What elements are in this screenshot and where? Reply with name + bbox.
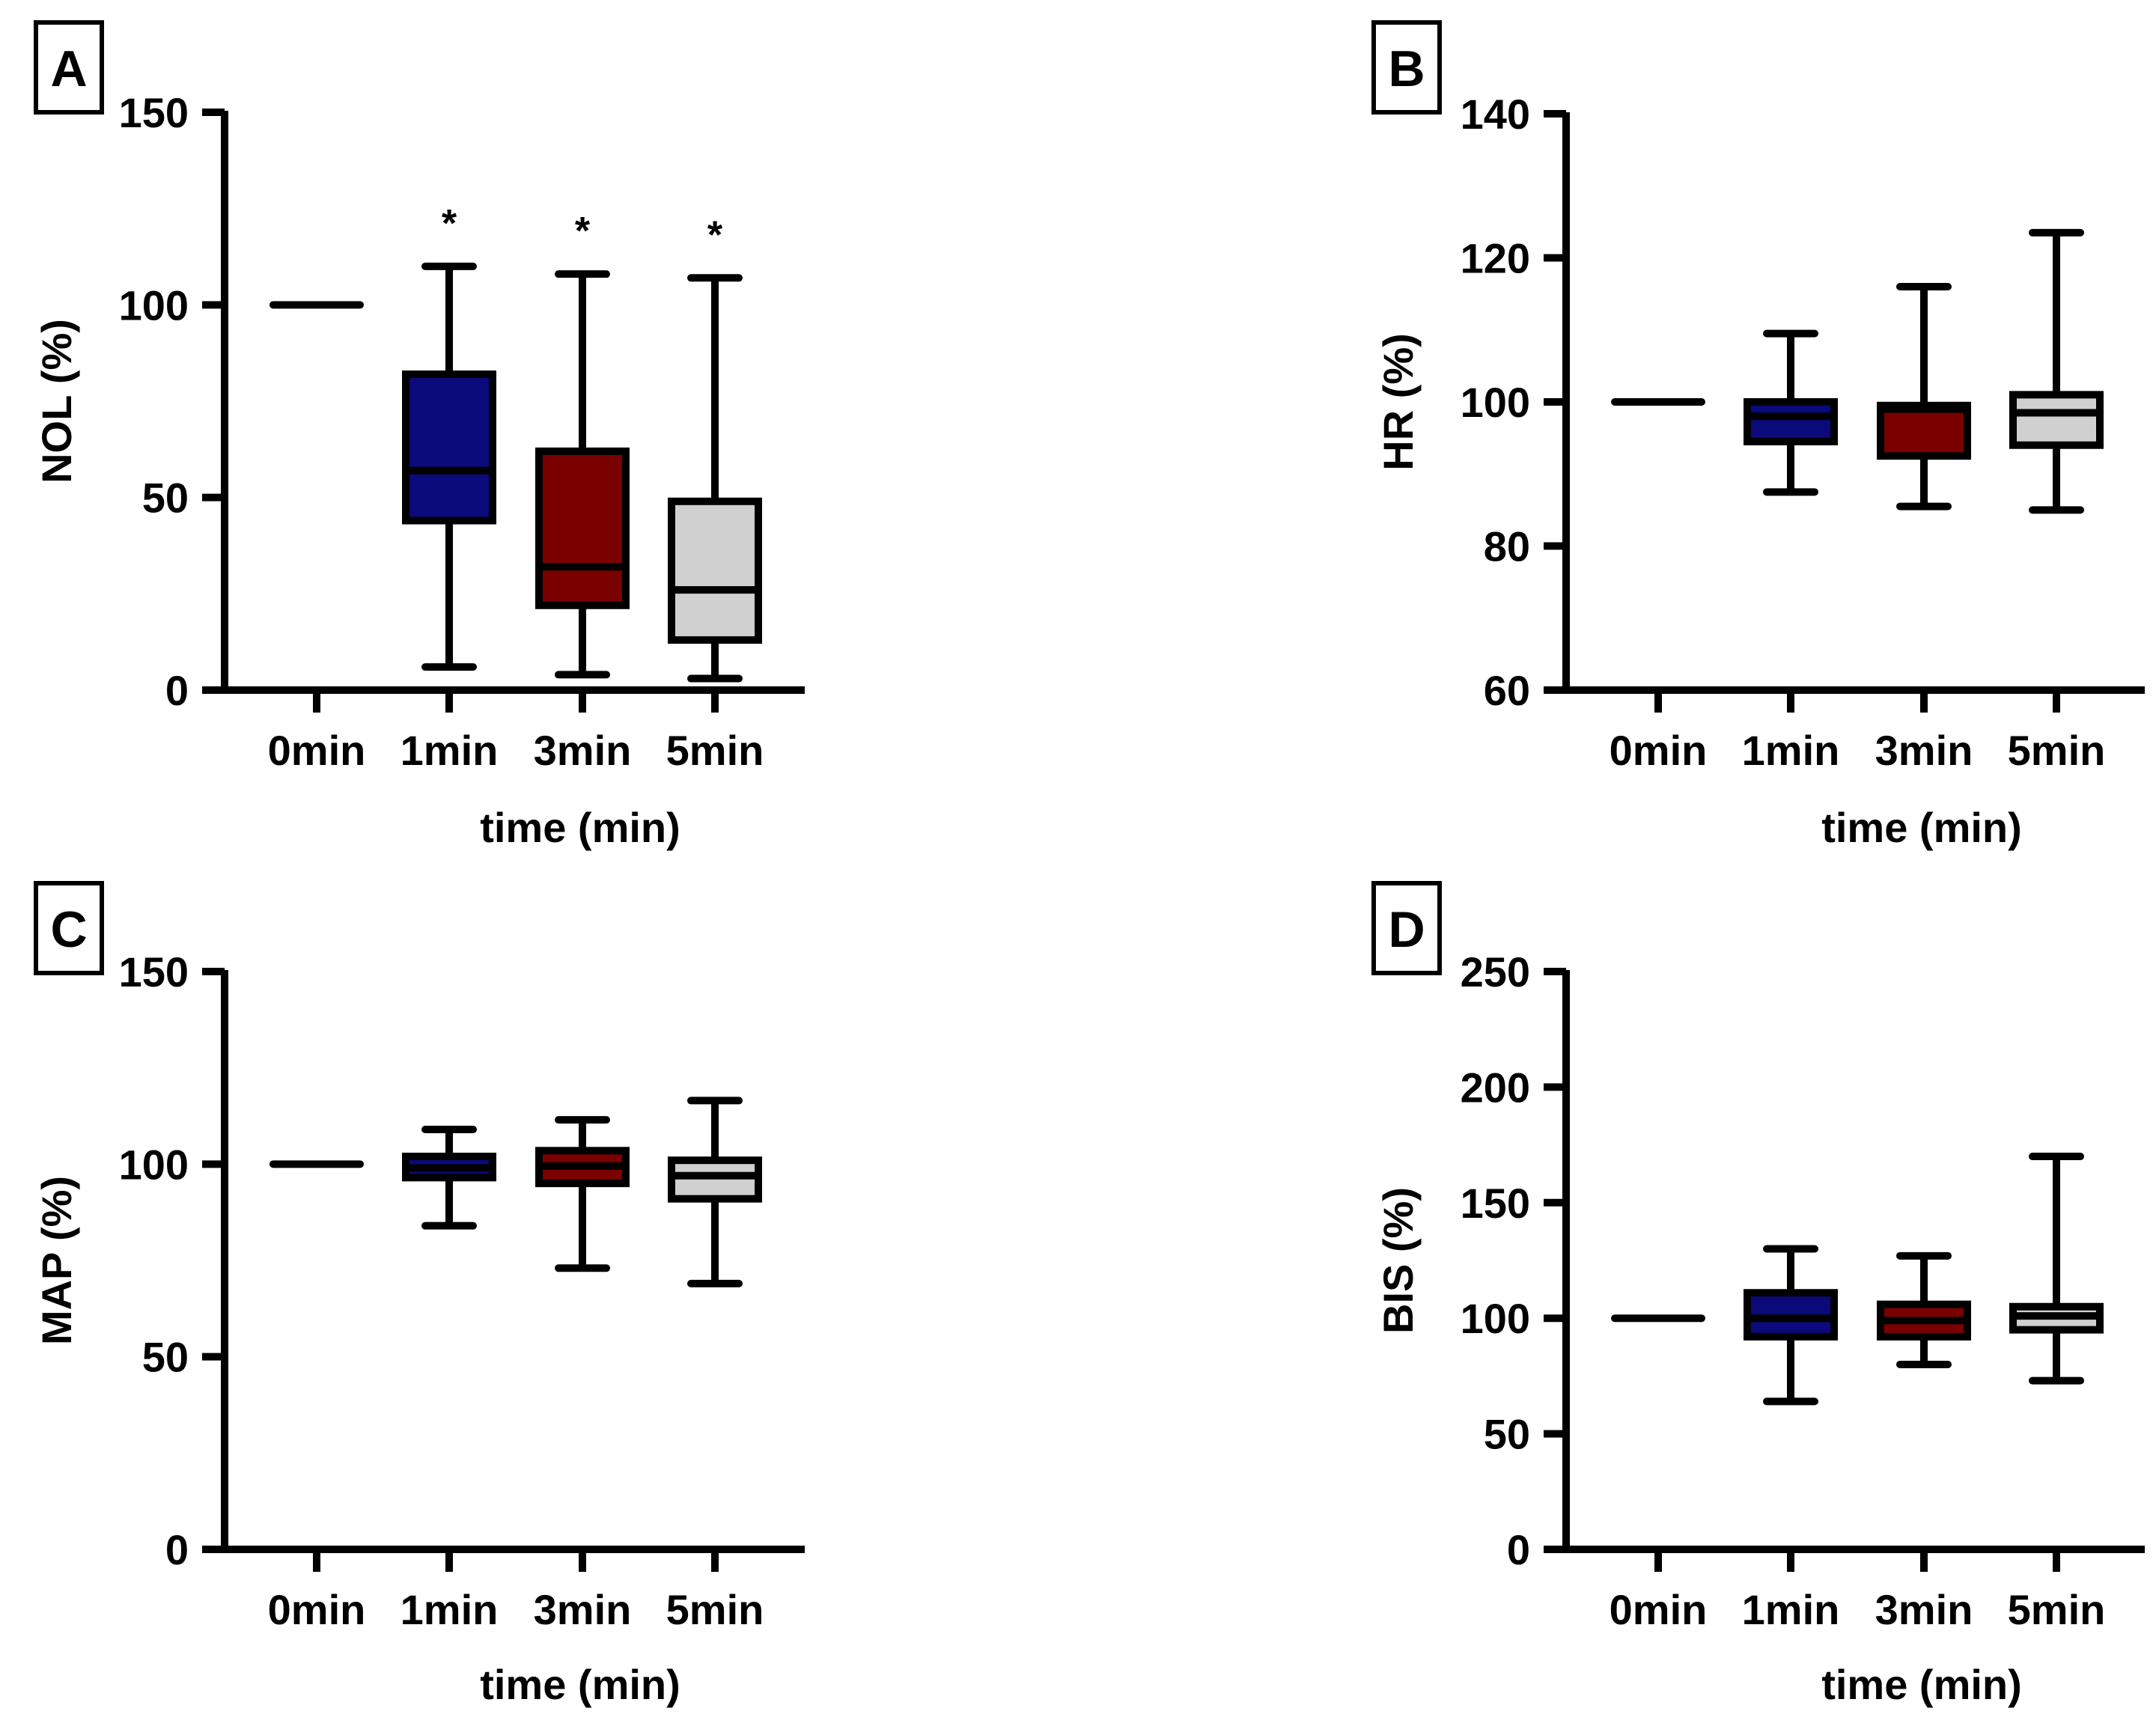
x-tick-label: 3min (534, 727, 632, 774)
y-tick-label: 150 (1461, 1180, 1530, 1227)
x-axis-title: time (min) (480, 804, 680, 851)
iqr-box (2009, 391, 2104, 449)
x-tick-label: 1min (1742, 1586, 1840, 1633)
y-tick-label: 60 (1484, 667, 1530, 714)
x-axis-title: time (min) (1821, 1661, 2022, 1708)
x-tick-label: 3min (1875, 1586, 1973, 1633)
y-tick-label: 80 (1484, 523, 1530, 570)
y-tick-label: 0 (165, 667, 189, 714)
iqr-box (1877, 401, 1971, 460)
y-axis-title: BIS (%) (1374, 1187, 1422, 1334)
y-axis-title: NOL (%) (33, 319, 80, 484)
panel-label-box (34, 20, 104, 115)
y-axis-title: HR (%) (1374, 333, 1422, 471)
x-tick-label: 1min (401, 1586, 499, 1633)
y-tick-label: 0 (165, 1526, 189, 1573)
x-tick-label: 0min (268, 1586, 366, 1633)
y-tick-label: 100 (119, 281, 189, 329)
significance-asterisk: * (442, 202, 457, 246)
panel-label: C (50, 901, 87, 958)
y-tick-label: 150 (119, 948, 189, 995)
y-axis-title: MAP (%) (33, 1176, 80, 1345)
x-tick-label: 5min (2008, 1586, 2106, 1633)
x-tick-label: 0min (1610, 1586, 1708, 1633)
x-tick-label: 5min (666, 1586, 764, 1633)
y-tick-label: 50 (142, 1334, 189, 1381)
x-axis-title: time (min) (480, 1661, 680, 1708)
iqr-box (535, 447, 630, 609)
x-axis-title: time (min) (1821, 804, 2022, 851)
x-tick-label: 0min (1610, 727, 1708, 774)
y-tick-label: 250 (1461, 948, 1530, 995)
y-tick-label: 0 (1507, 1526, 1530, 1573)
x-tick-label: 1min (401, 727, 499, 774)
y-tick-label: 150 (119, 89, 189, 136)
panel-label: B (1388, 40, 1425, 97)
y-tick-label: 120 (1461, 235, 1530, 282)
x-tick-label: 0min (268, 727, 366, 774)
x-tick-label: 1min (1742, 727, 1840, 774)
y-tick-label: 100 (119, 1141, 189, 1188)
panel-label: A (50, 40, 87, 97)
iqr-box (668, 1156, 762, 1203)
x-tick-label: 5min (666, 727, 764, 774)
iqr-box (668, 497, 762, 644)
panel-label-box (1371, 881, 1442, 975)
y-tick-label: 140 (1461, 91, 1530, 138)
y-tick-label: 50 (1484, 1411, 1530, 1458)
y-tick-label: 100 (1461, 379, 1530, 426)
panel-label-box (34, 881, 104, 975)
iqr-box (402, 370, 496, 525)
x-tick-label: 3min (534, 1586, 632, 1633)
x-tick-label: 5min (2008, 727, 2106, 774)
panel-label: D (1388, 901, 1425, 958)
y-tick-label: 200 (1461, 1064, 1530, 1111)
y-tick-label: 50 (142, 475, 189, 522)
significance-asterisk: * (707, 213, 723, 257)
iqr-box (1744, 398, 1838, 445)
x-tick-label: 3min (1875, 727, 1973, 774)
significance-asterisk: * (575, 210, 591, 253)
y-tick-label: 100 (1461, 1295, 1530, 1342)
panel-label-box (1371, 20, 1442, 115)
